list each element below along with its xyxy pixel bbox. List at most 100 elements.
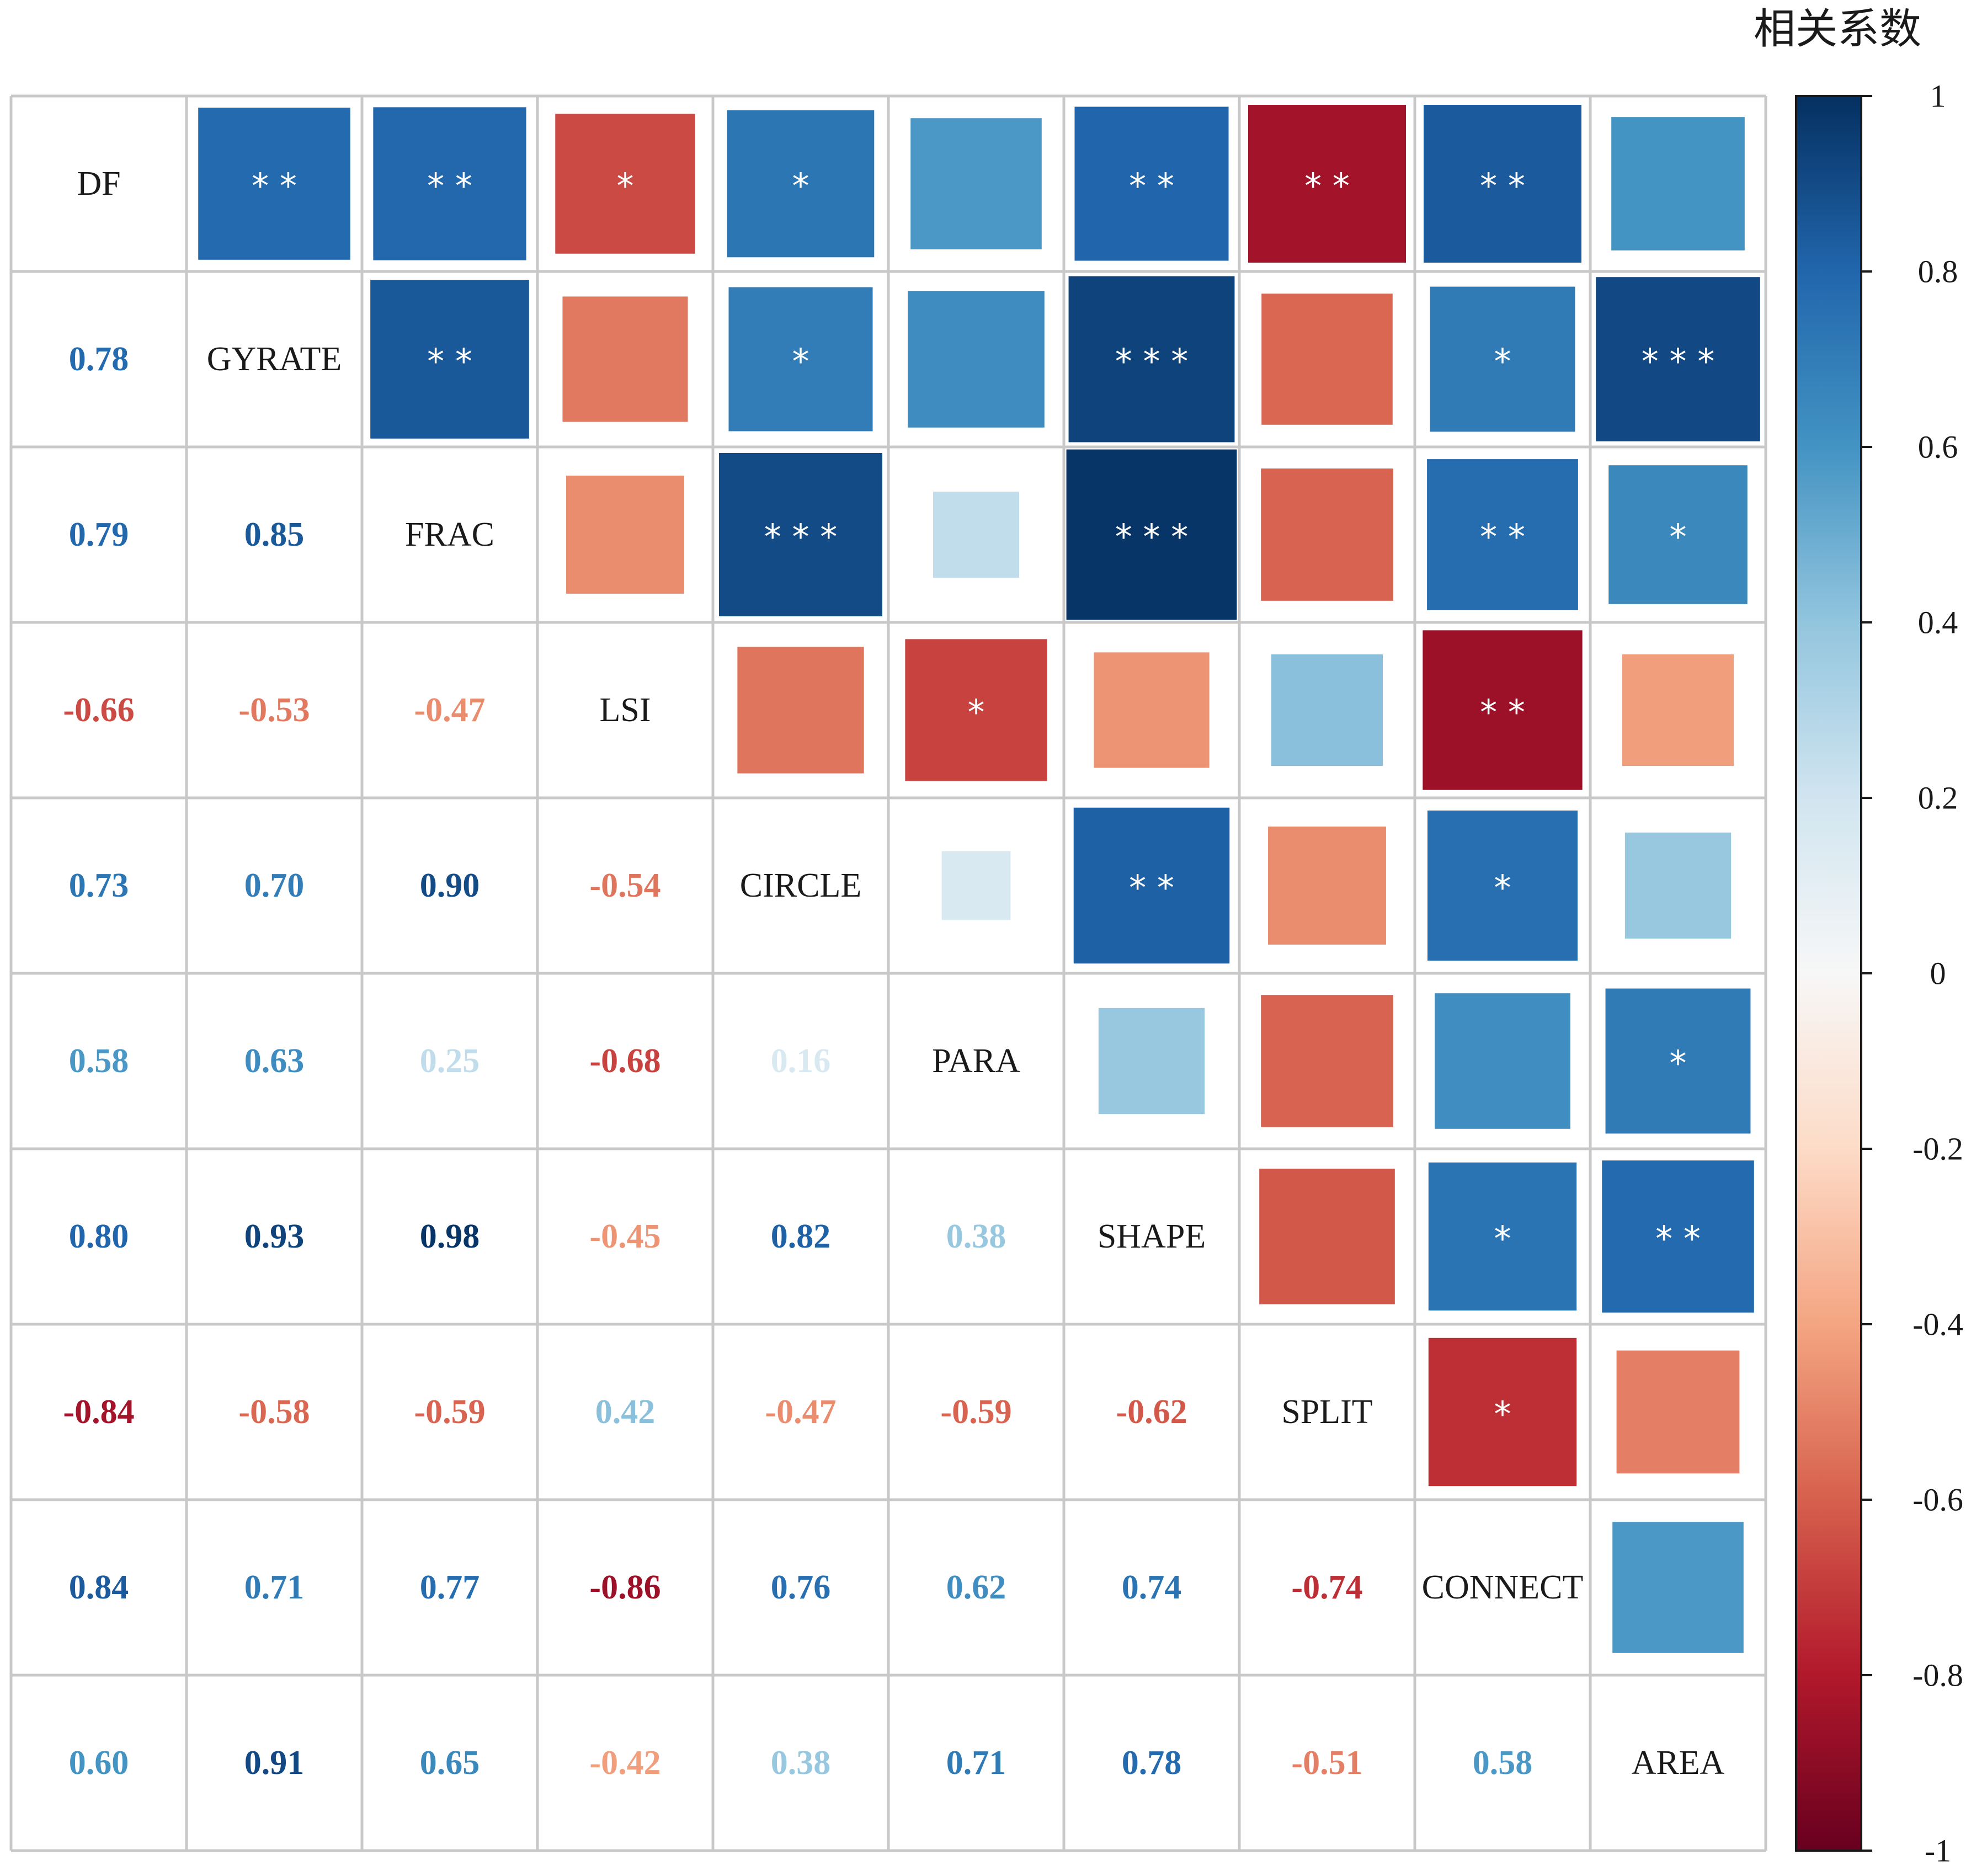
significance-stars: * — [1494, 1394, 1511, 1435]
significance-stars: * * — [1480, 517, 1525, 557]
legend-color-bar — [1795, 95, 1862, 1852]
correlation-square — [1602, 1160, 1754, 1313]
correlation-square — [198, 108, 350, 260]
variable-label-frac: FRAC — [405, 516, 494, 553]
correlation-square — [1073, 807, 1230, 964]
coefficient-label: 0.84 — [69, 1569, 129, 1606]
heatmap-cells: DF * * * * * * * * * * * * 0.78 GYRATE * * * * * * * *… — [63, 105, 1760, 1782]
coefficient-label: 0.90 — [420, 867, 480, 904]
correlation-square — [1074, 106, 1229, 261]
correlation-square — [1596, 277, 1760, 441]
legend-title: 相关系数 — [1754, 4, 1921, 54]
legend-tick-label: 0.2 — [1918, 780, 1958, 816]
coefficient-label: 0.77 — [420, 1569, 480, 1606]
correlation-square — [728, 287, 873, 431]
correlation-square — [1616, 1350, 1740, 1474]
correlation-square — [1624, 832, 1732, 939]
coefficient-label: 0.63 — [244, 1042, 305, 1080]
variable-label-shape: SHAPE — [1098, 1218, 1206, 1255]
coefficient-label: 0.38 — [771, 1744, 831, 1782]
significance-stars: * * — [1480, 166, 1525, 206]
coefficient-label: 0.91 — [244, 1744, 305, 1782]
variable-label-df: DF — [77, 165, 120, 202]
correlation-square — [566, 476, 684, 594]
coefficient-label: -0.45 — [589, 1218, 660, 1255]
coefficient-label: 0.71 — [244, 1569, 305, 1606]
coefficient-label: -0.58 — [238, 1393, 310, 1431]
coefficient-label: 0.98 — [420, 1218, 480, 1255]
correlation-square — [1259, 1169, 1395, 1304]
coefficient-label: 0.74 — [1122, 1569, 1182, 1606]
significance-stars: * * * — [764, 517, 837, 557]
coefficient-label: -0.54 — [589, 867, 660, 904]
legend-tick-label: 0 — [1930, 956, 1946, 992]
correlation-square — [905, 639, 1047, 781]
coefficient-label: 0.76 — [771, 1569, 831, 1606]
coefficient-label: -0.66 — [63, 691, 134, 729]
significance-stars: * — [1670, 517, 1687, 557]
correlation-square — [910, 118, 1042, 249]
coefficient-label: 0.42 — [595, 1393, 656, 1431]
correlation-square — [370, 280, 529, 439]
coefficient-label: -0.74 — [1291, 1569, 1362, 1606]
significance-stars: * — [617, 166, 634, 206]
correlation-square — [941, 851, 1011, 920]
significance-stars: * * — [1129, 868, 1174, 908]
variable-label-lsi: LSI — [600, 691, 651, 729]
coefficient-label: -0.62 — [1116, 1393, 1187, 1431]
significance-stars: * — [1494, 1219, 1511, 1259]
significance-stars: * * * — [1642, 342, 1714, 382]
correlation-square — [1098, 1008, 1205, 1115]
coefficient-label: 0.16 — [771, 1042, 831, 1080]
significance-stars: * * — [1480, 692, 1525, 733]
correlation-square — [1608, 465, 1748, 604]
correlation-square — [1428, 1337, 1577, 1486]
legend-tick-label: 0.8 — [1918, 254, 1958, 290]
correlation-square — [562, 296, 688, 422]
coefficient-label: 0.70 — [244, 867, 305, 904]
correlation-square — [727, 110, 875, 258]
significance-stars: * * * — [1115, 342, 1188, 382]
correlation-square — [1261, 995, 1393, 1127]
coefficient-label: -0.47 — [765, 1393, 836, 1431]
correlation-square — [1612, 1522, 1744, 1653]
variable-label-para: PARA — [932, 1042, 1020, 1080]
significance-stars: * — [1670, 1043, 1687, 1084]
correlation-square — [1430, 286, 1575, 432]
legend-tick-label: 0.6 — [1918, 429, 1958, 465]
variable-label-area: AREA — [1632, 1744, 1725, 1782]
legend-tick-label: -0.4 — [1913, 1307, 1963, 1342]
color-legend: 1 0.8 0.6 0.4 0.2 0 -0.2 -0.4 -0.6 -0.8 -1 相关系数 — [1754, 4, 1963, 1869]
correlation-square — [1248, 105, 1406, 263]
coefficient-label: 0.78 — [1122, 1744, 1182, 1782]
coefficient-label: -0.53 — [238, 691, 310, 729]
coefficient-label: 0.38 — [946, 1218, 1006, 1255]
legend-tick-label: -1 — [1925, 1833, 1951, 1869]
heatmap-grid — [9, 94, 1767, 1852]
correlation-square — [1435, 993, 1570, 1129]
significance-stars: * — [968, 692, 985, 733]
correlation-square — [719, 453, 882, 616]
correlation-square — [373, 107, 526, 260]
variable-label-split: SPLIT — [1281, 1393, 1372, 1431]
coefficient-label: -0.59 — [414, 1393, 485, 1431]
correlation-square — [1622, 654, 1734, 766]
correlation-square — [1611, 117, 1745, 251]
significance-stars: * * — [1129, 166, 1174, 206]
coefficient-label: 0.25 — [420, 1042, 480, 1080]
correlation-square — [1427, 811, 1578, 961]
coefficient-label: 0.58 — [69, 1042, 129, 1080]
significance-stars: * * — [427, 166, 472, 206]
significance-stars: * * * — [1115, 517, 1188, 557]
coefficient-label: 0.93 — [244, 1218, 305, 1255]
significance-stars: * — [1494, 342, 1511, 382]
correlation-square — [1261, 468, 1393, 601]
correlation-square — [1427, 459, 1578, 610]
coefficient-label: 0.73 — [69, 867, 129, 904]
coefficient-label: 0.82 — [771, 1218, 831, 1255]
coefficient-label: -0.59 — [940, 1393, 1011, 1431]
significance-stars: * * — [1304, 166, 1350, 206]
significance-stars: * — [792, 166, 809, 206]
coefficient-label: -0.86 — [589, 1569, 660, 1606]
